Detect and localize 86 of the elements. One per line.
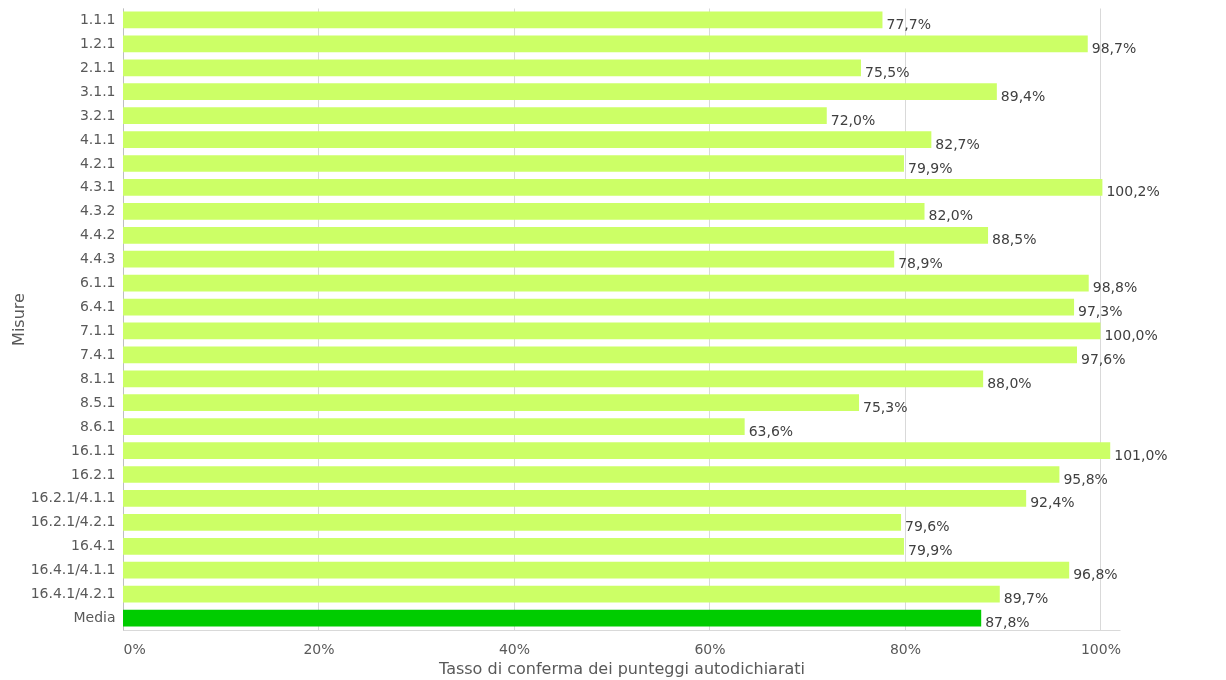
bar	[123, 442, 1111, 459]
data-label: 95,8%	[1063, 470, 1108, 487]
data-label: 88,0%	[987, 374, 1032, 391]
y-tick-label: 16.4.1	[70, 537, 116, 554]
bar	[123, 490, 1027, 507]
bar	[123, 83, 997, 101]
bar	[123, 322, 1101, 340]
x-tick-label: 100%	[1080, 640, 1121, 657]
y-tick-label: 16.2.1	[70, 465, 116, 482]
bar	[123, 179, 1103, 196]
bar	[123, 561, 1070, 579]
data-label: 98,7%	[1091, 39, 1137, 56]
y-tick-label: 16.1.1	[70, 441, 116, 458]
data-label: 88,5%	[992, 231, 1037, 248]
bar	[123, 585, 1000, 603]
x-tick-label: 60%	[694, 640, 726, 657]
bar	[123, 202, 925, 220]
y-tick-label: 4.4.3	[79, 250, 116, 267]
data-label: 72,0%	[830, 111, 876, 128]
y-tick-label: 4.3.1	[79, 178, 116, 195]
x-tick-label: 80%	[889, 640, 922, 657]
data-label: 101,0%	[1114, 446, 1168, 463]
data-label: 100,2%	[1106, 183, 1160, 200]
bar	[123, 394, 860, 412]
y-tick-label: 16.4.1/4.2.1	[30, 585, 116, 602]
data-label: 75,5%	[864, 63, 910, 80]
data-label: 79,9%	[907, 542, 953, 559]
y-tick-label: 7.4.1	[79, 345, 116, 362]
y-tick-label: 16.2.1/4.1.1	[30, 489, 116, 506]
data-label: 97,3%	[1078, 303, 1123, 320]
y-tick-label: 1.1.1	[79, 10, 116, 27]
bar	[123, 226, 989, 244]
bar	[123, 35, 1088, 53]
y-tick-label: 8.5.1	[79, 393, 116, 410]
data-label: 89,7%	[1003, 590, 1049, 607]
data-label: 92,4%	[1030, 494, 1075, 511]
bar	[123, 107, 827, 125]
y-tick-label: 16.2.1/4.2.1	[30, 513, 116, 530]
data-label: 82,0%	[928, 207, 973, 224]
bar	[123, 250, 895, 268]
y-tick-label: 8.1.1	[79, 369, 116, 386]
y-axis-title: Misure	[8, 293, 28, 346]
y-tick-label: 4.2.1	[79, 154, 116, 171]
bar	[123, 609, 982, 627]
y-tick-label: 1.2.1	[79, 34, 116, 51]
data-label: 63,6%	[748, 422, 794, 439]
bar	[123, 418, 745, 436]
bar	[123, 346, 1077, 364]
bar	[123, 131, 932, 148]
data-label: 96,8%	[1073, 566, 1118, 583]
data-label: 87,8%	[985, 614, 1030, 631]
y-tick-label: 7.1.1	[79, 321, 116, 338]
data-label: 79,6%	[905, 518, 950, 535]
y-tick-label: 16.4.1/4.1.1	[30, 561, 116, 578]
x-tick-label: 20%	[303, 640, 335, 657]
data-label: 75,3%	[863, 398, 908, 415]
bar	[123, 59, 861, 77]
bar	[123, 537, 904, 555]
x-tick-label: 40%	[498, 640, 531, 657]
data-label: 79,9%	[907, 159, 953, 176]
x-axis-title: Tasso di conferma dei punteggi autodichiarati	[438, 658, 805, 678]
bar	[123, 298, 1075, 316]
y-tick-label: 8.6.1	[79, 417, 116, 434]
y-tick-label: 3.1.1	[79, 82, 116, 99]
x-tick-label: 0%	[123, 640, 146, 657]
data-label: 97,6%	[1080, 350, 1126, 367]
y-tick-label: Media	[73, 609, 116, 626]
data-label: 78,9%	[898, 255, 943, 272]
y-tick-label: 4.4.2	[79, 226, 116, 243]
data-label: 77,7%	[886, 15, 931, 32]
y-tick-label: 4.1.1	[79, 130, 116, 147]
data-label: 82,7%	[935, 135, 980, 152]
bar	[123, 466, 1060, 483]
y-tick-label: 6.1.1	[79, 274, 116, 291]
y-tick-label: 6.4.1	[79, 298, 116, 315]
bar	[123, 513, 902, 531]
data-label: 89,4%	[1000, 87, 1046, 104]
y-tick-label: 2.1.1	[79, 58, 116, 75]
y-tick-label: 3.2.1	[79, 106, 116, 123]
data-label: 100,0%	[1104, 326, 1158, 343]
y-tick-label: 4.3.2	[79, 202, 116, 219]
bar	[123, 11, 883, 29]
bar	[123, 155, 904, 172]
bar	[123, 274, 1089, 292]
data-label: 98,8%	[1092, 279, 1138, 296]
bar	[123, 370, 984, 388]
